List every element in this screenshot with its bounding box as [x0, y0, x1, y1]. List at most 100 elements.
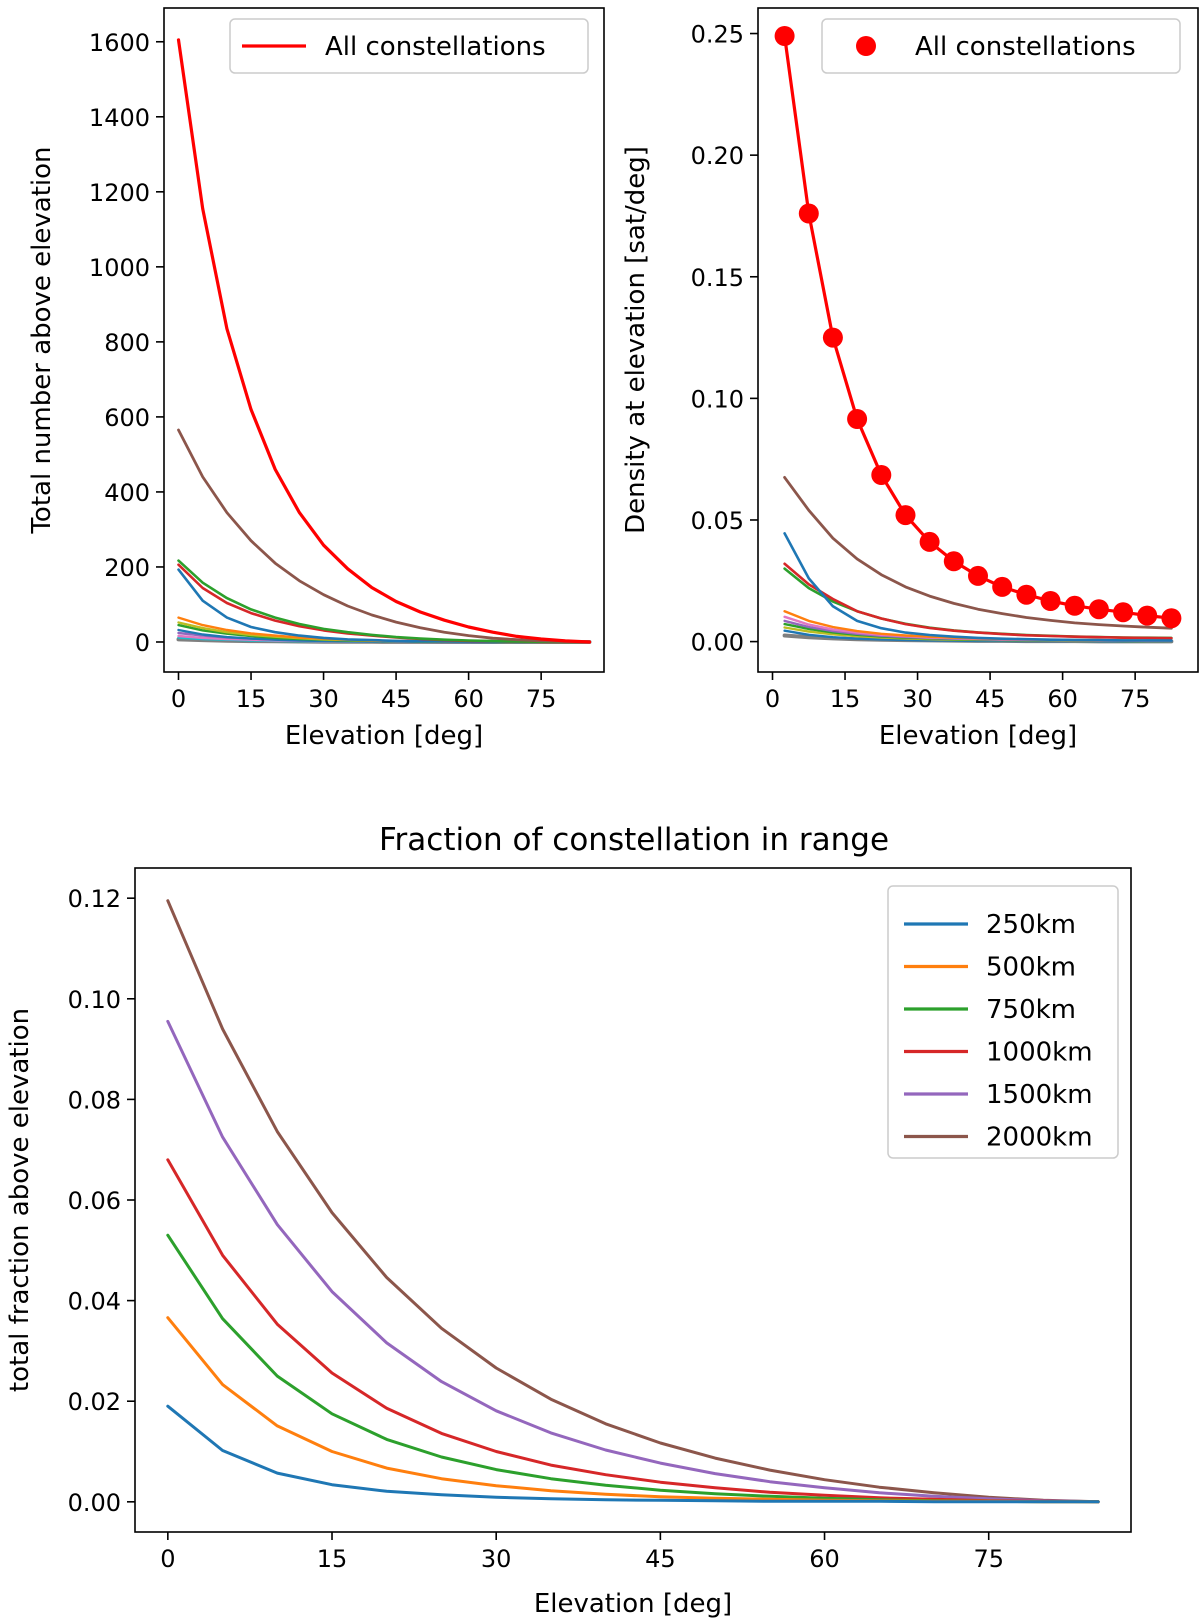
- fraction-chart-title: Fraction of constellation in range: [379, 822, 889, 858]
- density-chart: 0 15 30 45 60 75 0.00 0.05 0.10 0.15 0.20 0.25 Elev…: [621, 7, 1199, 751]
- fraction-y-tick-label: 0.06: [68, 1187, 121, 1215]
- fraction-lines: [166, 899, 1100, 1504]
- fraction-chart: Fraction of constellation in range 0 15 30…: [5, 822, 1132, 1619]
- density-x-tick-label: 75: [1120, 685, 1151, 713]
- total-number-y-tick-label: 400: [104, 479, 150, 507]
- density-y-axis-label: Density at elevation [sat/deg]: [621, 146, 651, 534]
- fraction-y-tick-label: 0.02: [68, 1388, 121, 1416]
- total-number-y-tick-label: 1600: [89, 29, 150, 57]
- fraction-legend-box: [887, 885, 1119, 1159]
- density-legend-label: All constellations: [915, 32, 1136, 62]
- density-y-tick-label: 0.05: [691, 507, 744, 535]
- fraction-x-tick-label: 0: [160, 1545, 175, 1573]
- total-number-chart: 0 15 30 45 60 75 0 200 400 600 800 1000 1200 1400 1600…: [27, 7, 605, 751]
- fraction-y-tick-label: 0.08: [68, 1086, 121, 1114]
- total-number-x-tick-label: 15: [236, 685, 267, 713]
- fraction-legend-label: 1500km: [986, 1080, 1093, 1110]
- fraction-series-line-6: [166, 899, 1100, 1504]
- fraction-series-line-5: [166, 1019, 1100, 1504]
- density-y-tick-label: 0.25: [691, 21, 744, 49]
- total-number-lines: [176, 38, 592, 644]
- total-number-series-line-2: [177, 428, 591, 644]
- density-data-point: [847, 409, 868, 429]
- fraction-y-tick-label: 0.00: [68, 1489, 121, 1517]
- total-number-legend: All constellations: [229, 18, 589, 74]
- fraction-legend-label: 500km: [986, 953, 1076, 983]
- density-data-point: [992, 576, 1013, 597]
- density-axis-ticks: 0 15 30 45 60 75 0.00 0.05 0.10 0.15 0.20 0.25: [691, 21, 1151, 713]
- total-number-y-tick-label: 0: [135, 629, 150, 657]
- fraction-series-line-1: [166, 1404, 1100, 1504]
- density-data-point: [968, 565, 988, 586]
- density-series-line-4: [783, 562, 1173, 640]
- total-number-x-tick-label: 60: [453, 685, 484, 713]
- density-legend-box: [821, 18, 1181, 74]
- density-y-tick-label: 0.20: [691, 142, 744, 170]
- total-number-axis-ticks: 0 15 30 45 60 75 0 200 400 600 800 1000 1200 1400 1600: [89, 29, 556, 713]
- fraction-x-tick-label: 30: [481, 1545, 512, 1573]
- fraction-x-axis-label: Elevation [deg]: [534, 1589, 732, 1619]
- total-number-legend-label: All constellations: [325, 32, 546, 62]
- total-number-x-tick-label: 75: [526, 685, 557, 713]
- total-number-x-tick-label: 45: [381, 685, 412, 713]
- density-x-tick-label: 45: [975, 685, 1006, 713]
- fraction-legend-items: 250km 500km 750km 1000km 1500km 2000km: [904, 910, 1093, 1153]
- density-data-point: [1064, 595, 1085, 616]
- density-legend-marker: [856, 36, 876, 56]
- density-data-point: [1137, 605, 1158, 626]
- fraction-x-tick-label: 15: [317, 1545, 348, 1573]
- density-y-tick-label: 0.15: [691, 264, 744, 292]
- density-legend: All constellations: [821, 18, 1181, 74]
- fraction-legend: 250km 500km 750km 1000km 1500km 2000km: [887, 885, 1119, 1159]
- total-number-y-tick-label: 1200: [89, 179, 150, 207]
- fraction-y-tick-label: 0.10: [68, 986, 121, 1014]
- fraction-legend-label: 2000km: [986, 1123, 1093, 1153]
- density-series-line-3: [783, 532, 1173, 642]
- fraction-x-tick-label: 60: [809, 1545, 840, 1573]
- total-number-y-tick-label: 600: [104, 404, 150, 432]
- total-number-y-tick-label: 800: [104, 329, 150, 357]
- density-data-point: [1113, 602, 1134, 623]
- density-x-axis-label: Elevation [deg]: [879, 721, 1077, 751]
- total-number-x-tick-label: 30: [308, 685, 339, 713]
- density-series-line-2: [783, 475, 1173, 630]
- fraction-x-tick-label: 45: [645, 1545, 676, 1573]
- fraction-legend-label: 250km: [986, 910, 1076, 940]
- fraction-y-tick-label: 0.12: [68, 885, 121, 913]
- density-x-tick-label: 15: [830, 685, 861, 713]
- density-y-tick-label: 0.00: [691, 629, 744, 657]
- total-number-y-axis-label: Total number above elevation: [27, 146, 57, 534]
- total-number-y-tick-label: 1000: [89, 254, 150, 282]
- density-data-point: [1016, 584, 1037, 605]
- density-data-point: [943, 551, 964, 572]
- total-number-y-tick-label: 1400: [89, 104, 150, 132]
- fraction-y-tick-label: 0.04: [68, 1288, 121, 1316]
- density-x-tick-label: 60: [1047, 685, 1078, 713]
- density-data-point: [1161, 608, 1182, 629]
- density-x-tick-label: 30: [902, 685, 933, 713]
- density-data-point: [798, 203, 819, 224]
- fraction-legend-label: 1000km: [986, 1038, 1093, 1068]
- density-x-tick-label: 0: [765, 685, 780, 713]
- total-number-series-line-1: [176, 38, 592, 644]
- density-data-point: [822, 327, 843, 348]
- density-data-point: [774, 26, 795, 46]
- total-number-series-line-3: [177, 559, 591, 644]
- total-number-x-tick-label: 0: [171, 685, 186, 713]
- total-number-legend-box: [229, 18, 589, 74]
- total-number-y-tick-label: 200: [104, 554, 150, 582]
- density-data-point: [919, 531, 940, 552]
- fraction-axis-ticks: 0 15 30 45 60 75 0.00 0.02 0.04 0.06 0.08 0.10 0.12: [68, 885, 1004, 1573]
- total-number-plot-frame: [163, 7, 605, 673]
- total-number-x-axis-label: Elevation [deg]: [285, 721, 483, 751]
- density-plot-frame: [757, 7, 1199, 673]
- density-lines: [774, 26, 1182, 644]
- fraction-x-tick-label: 75: [973, 1545, 1004, 1573]
- density-data-point: [1088, 599, 1109, 620]
- fraction-legend-label: 750km: [986, 995, 1076, 1025]
- density-y-tick-label: 0.10: [691, 385, 744, 413]
- density-data-point: [895, 505, 916, 526]
- density-data-point: [871, 465, 892, 485]
